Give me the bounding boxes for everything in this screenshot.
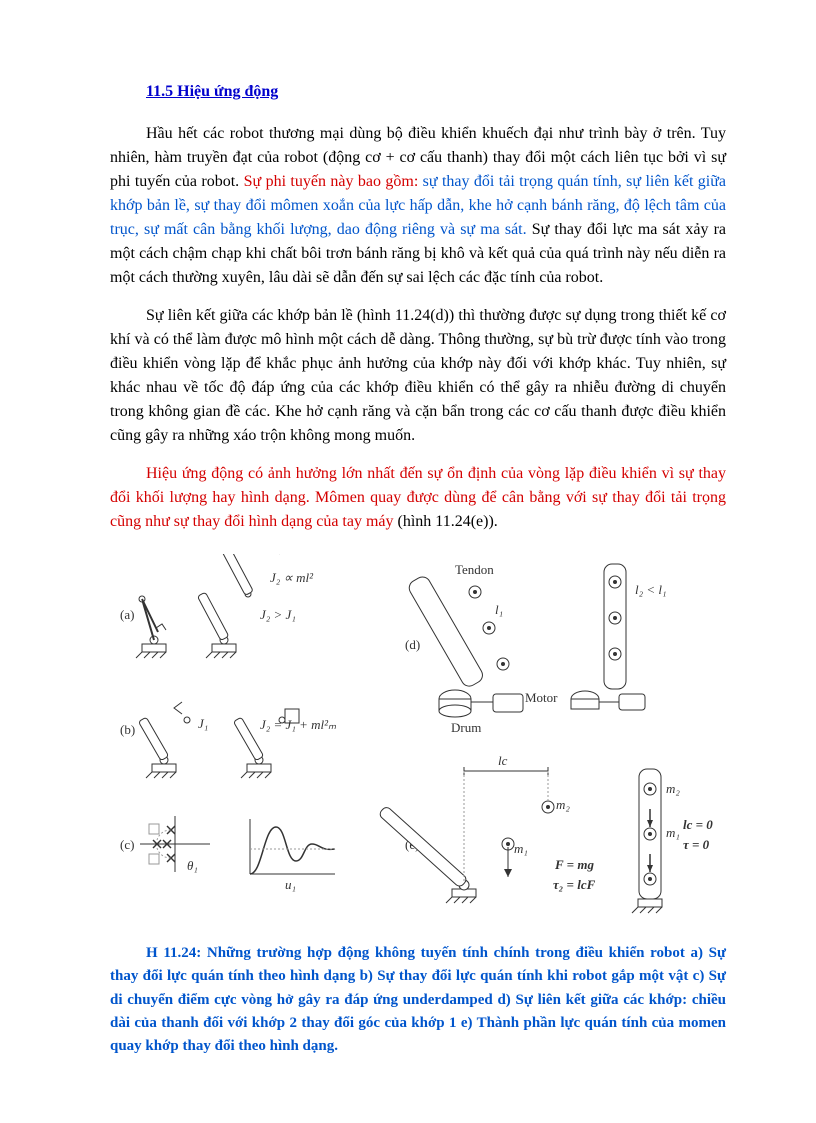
label-l2lt: l₂ < l₁ [635, 582, 667, 597]
label-m1: m₁ [514, 841, 528, 856]
label-m1v: m₁ [666, 825, 680, 840]
label-t0: τ = 0 [683, 837, 710, 852]
label-j1: J₁ [198, 716, 208, 731]
label-tau: τ₂ = lcF [553, 877, 596, 892]
label-lc: lc [498, 753, 508, 768]
paragraph-2: Sự liên kết giữa các khớp bản lề (hình 1… [110, 304, 726, 448]
label-l1: l₁ [495, 602, 503, 617]
label-u1: u₁ [285, 877, 296, 892]
label-a: (a) [120, 607, 134, 622]
label-drum: Drum [451, 720, 481, 735]
p1-text-b: Sự phi tuyến này bao gồm: [244, 173, 423, 190]
label-m2v: m₂ [666, 781, 680, 796]
label-theta: θ₁ [187, 858, 198, 873]
paragraph-1: Hầu hết các robot thương mại dùng bộ điề… [110, 122, 726, 290]
label-c: (c) [120, 837, 134, 852]
caption-b: a) Sự thay đổi lực quán tính theo hình d… [110, 945, 726, 1054]
subfig-b: (b) J₁ J₂ = J₁ [120, 702, 337, 778]
paragraph-3: Hiệu ứng động có ảnh hưởng lớn nhất đến … [110, 462, 726, 534]
caption-a: H 11.24: Những trường hợp động không tuy… [146, 945, 685, 961]
label-fmg: F = mg [554, 857, 594, 872]
figure-11-24: (a) [110, 554, 726, 924]
label-lc0: lc = 0 [683, 817, 713, 832]
label-j2gt: J₂ > J₁ [260, 607, 296, 622]
subfig-d: (d) Tendon l₁ Drum Motor [405, 562, 667, 735]
label-motor: Motor [525, 690, 558, 705]
label-d: (d) [405, 637, 420, 652]
label-j2ml2: J₂ ∝ ml² [270, 570, 314, 585]
subfig-e: (e) lc m₁ m₂ [378, 753, 713, 913]
figure-caption: H 11.24: Những trường hợp động không tuy… [110, 942, 726, 1058]
figure-svg: (a) [110, 554, 726, 924]
section-heading: 11.5 Hiệu ứng động [146, 80, 726, 104]
label-j2sum: J₂ = J₁ + ml²ₘ [260, 717, 337, 732]
p3-text-b: (hình 11.24(e)). [398, 513, 498, 530]
subfig-c: (c) θ₁ [120, 816, 335, 892]
label-tendon: Tendon [455, 562, 494, 577]
page: 11.5 Hiệu ứng động Hầu hết các robot thư… [0, 0, 816, 1098]
subfig-a: (a) [120, 554, 314, 658]
label-b: (b) [120, 722, 135, 737]
label-m2: m₂ [556, 797, 570, 812]
